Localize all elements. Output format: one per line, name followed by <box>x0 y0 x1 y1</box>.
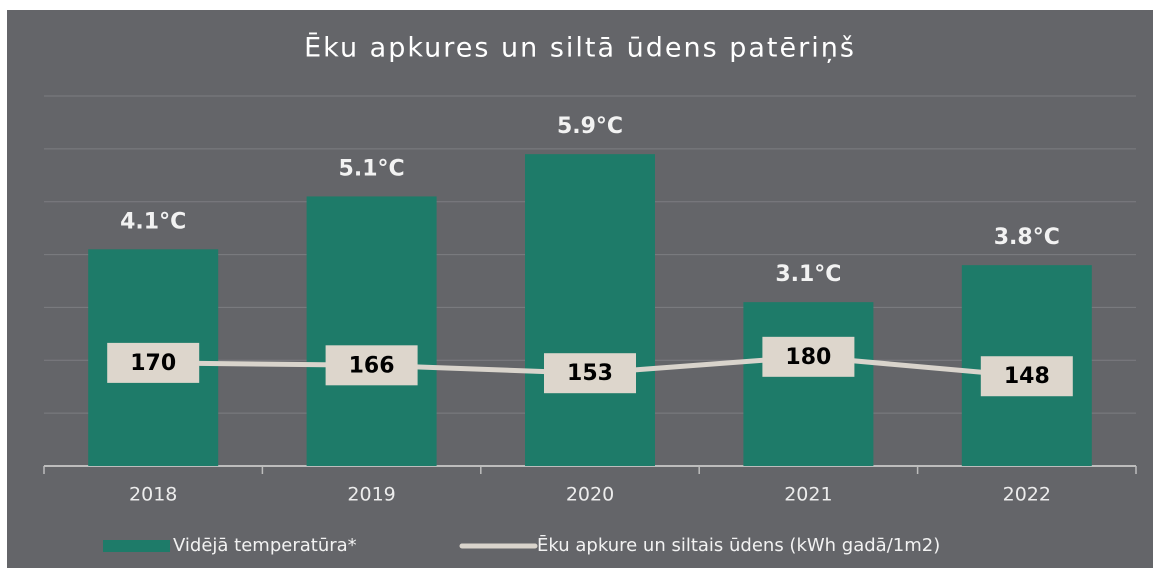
x-tick-label: 2020 <box>566 484 614 506</box>
legend-label: Vidējā temperatūra* <box>173 535 357 556</box>
line-label-box <box>762 336 855 377</box>
x-tick-label: 2018 <box>129 484 177 506</box>
line-value-label: 153 <box>567 361 613 386</box>
bar <box>525 154 655 466</box>
line-label-box <box>325 345 418 386</box>
chart-title: Ēku apkures un siltā ūdens patēriņš <box>304 33 856 64</box>
line-label-box <box>980 356 1073 397</box>
bar <box>306 196 437 466</box>
line-value-label: 166 <box>349 353 395 378</box>
bar-value-label: 4.1°C <box>120 209 186 234</box>
x-tick-label: 2019 <box>347 484 395 506</box>
line-value-label: 170 <box>130 351 176 376</box>
legend-swatch <box>103 540 170 552</box>
line-value-label: 180 <box>785 345 831 370</box>
x-tick-label: 2021 <box>784 484 832 506</box>
bar-value-label: 5.9°C <box>557 114 623 139</box>
bar-value-label: 3.1°C <box>775 262 841 287</box>
line-value-label: 148 <box>1004 364 1050 389</box>
x-tick-label: 2022 <box>1003 484 1051 506</box>
line-label-box <box>544 353 636 394</box>
bar <box>743 302 874 466</box>
line-label-box <box>107 342 200 383</box>
legend-label: Ēku apkure un siltais ūdens (kWh gadā/1m… <box>537 534 940 556</box>
bar-value-label: 3.8°C <box>994 225 1060 250</box>
bar-value-label: 5.1°C <box>339 156 405 181</box>
